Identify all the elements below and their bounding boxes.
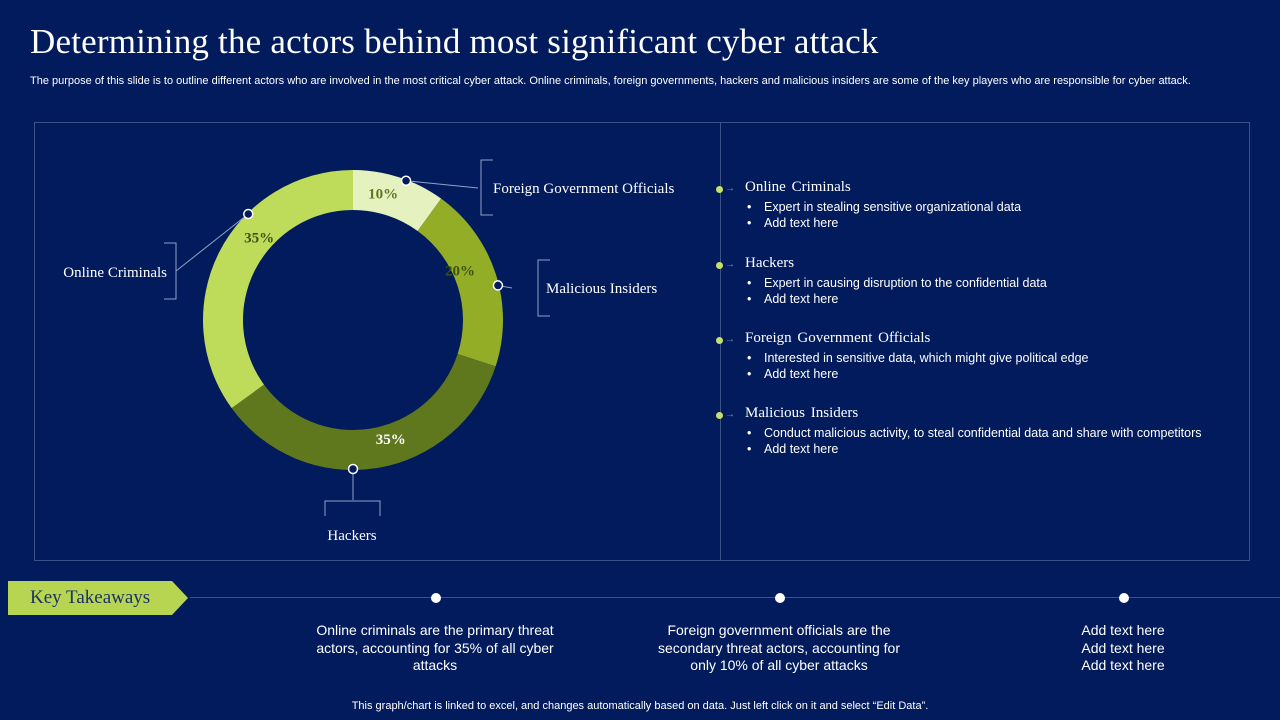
page-title: Determining the actors behind most signi… bbox=[30, 22, 879, 61]
takeaways-timeline bbox=[190, 597, 1280, 598]
donut-slice-online-criminals[interactable] bbox=[202, 170, 353, 409]
callout-line bbox=[406, 180, 479, 189]
legend-bullets: Interested in sensitive data, which migh… bbox=[745, 350, 1089, 382]
timeline-node-icon bbox=[1119, 593, 1129, 603]
legend-bullet: Expert in stealing sensitive organizatio… bbox=[745, 199, 1021, 215]
legend-dot-icon bbox=[716, 337, 723, 344]
category-label-foreign-government-officials: Foreign Government Officials bbox=[493, 181, 675, 197]
legend-dot-icon bbox=[716, 262, 723, 269]
legend-heading: Foreign Government Officials bbox=[745, 330, 931, 346]
slice-value-label: 10% bbox=[368, 187, 398, 203]
legend-bullet: Add text here bbox=[745, 366, 1089, 382]
slice-value-label: 20% bbox=[445, 263, 475, 279]
key-takeaways-tag bbox=[8, 581, 188, 615]
category-label-malicious-insiders: Malicious Insiders bbox=[546, 281, 657, 297]
callout-marker-icon bbox=[492, 280, 504, 291]
donut-slice-hackers[interactable] bbox=[231, 353, 496, 471]
arrow-right-icon: → bbox=[725, 409, 735, 420]
slice-value-label: 35% bbox=[376, 432, 406, 448]
legend-dot-icon bbox=[716, 186, 723, 193]
legend-bullets: Expert in causing disruption to the conf… bbox=[745, 275, 1047, 307]
legend-bullet: Add text here bbox=[745, 215, 1021, 231]
category-label-hackers: Hackers bbox=[327, 528, 376, 544]
legend-bullet: Expert in causing disruption to the conf… bbox=[745, 275, 1047, 291]
callout-bracket bbox=[480, 159, 493, 216]
legend-bullet: Add text here bbox=[745, 291, 1047, 307]
legend-bullet: Add text here bbox=[745, 441, 1202, 457]
category-label-online-criminals: Online Criminals bbox=[63, 265, 167, 281]
legend-bullet: Conduct malicious activity, to steal con… bbox=[745, 425, 1202, 441]
timeline-node-icon bbox=[775, 593, 785, 603]
chart-panel bbox=[34, 122, 1250, 561]
page-subtitle: The purpose of this slide is to outline … bbox=[30, 75, 1191, 87]
legend-heading: Malicious Insiders bbox=[745, 405, 859, 421]
donut-slice-malicious-insiders[interactable] bbox=[417, 198, 503, 367]
donut-slice-foreign-government-officials[interactable] bbox=[353, 170, 442, 232]
callout-bracket bbox=[324, 500, 381, 516]
footer-note: This graph/chart is linked to excel, and… bbox=[351, 700, 929, 712]
key-takeaways-label: Key Takeaways bbox=[30, 587, 151, 608]
timeline-node-icon bbox=[431, 593, 441, 603]
callout-marker-icon bbox=[347, 463, 359, 475]
donut-chart[interactable]: 10% 20% 35% 35% Foreign Government Officials… bbox=[0, 0, 720, 580]
takeaway-text-1: Online criminals are the primary threat … bbox=[316, 622, 554, 673]
arrow-right-icon: → bbox=[725, 183, 735, 194]
takeaway-text-3: Add text here Add text here Add text her… bbox=[1081, 622, 1165, 673]
legend-bullets: Conduct malicious activity, to steal con… bbox=[745, 425, 1202, 457]
legend-heading: Hackers bbox=[745, 255, 795, 271]
callout-marker-icon bbox=[400, 175, 412, 187]
legend-heading: Online Criminals bbox=[745, 179, 851, 195]
callout-bracket bbox=[537, 259, 550, 317]
legend-dot-icon bbox=[716, 412, 723, 419]
callout-line bbox=[175, 213, 249, 272]
takeaway-text-2: Foreign government officials are the sec… bbox=[657, 622, 901, 673]
arrow-right-icon: → bbox=[725, 334, 735, 345]
legend-bullets: Expert in stealing sensitive organizatio… bbox=[745, 199, 1021, 231]
callout-marker-icon bbox=[243, 208, 254, 220]
callout-bracket bbox=[164, 242, 177, 300]
legend-bullet: Interested in sensitive data, which migh… bbox=[745, 350, 1089, 366]
arrow-right-icon: → bbox=[725, 259, 735, 270]
slice-value-label: 35% bbox=[244, 230, 274, 246]
